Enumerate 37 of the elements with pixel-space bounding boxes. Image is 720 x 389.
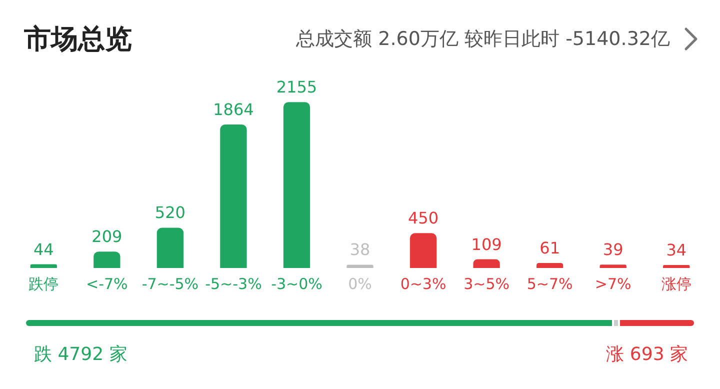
bar — [94, 252, 120, 268]
x-tick-label: 0% — [348, 274, 372, 293]
data-label: 209 — [92, 227, 122, 246]
text: 涨 693 家 — [606, 343, 688, 366]
bar — [536, 262, 564, 268]
data-label: 109 — [471, 234, 502, 254]
bar — [410, 233, 437, 268]
data-label: 39 — [602, 240, 624, 260]
data-label: 450 — [408, 208, 439, 228]
data-label: 44 — [33, 240, 54, 259]
bar — [346, 264, 374, 268]
bar — [156, 228, 184, 268]
x-tick-label: -5~-3% — [205, 274, 262, 293]
chart-title: 市场总览 — [24, 23, 132, 57]
x-tick-label: 跌停 — [28, 274, 59, 293]
bar — [283, 102, 310, 268]
data-label: 2155 — [276, 78, 318, 97]
x-tick-label: 0~3% — [400, 274, 446, 293]
bar — [30, 264, 57, 268]
x-tick-label: >7% — [594, 274, 632, 293]
bar — [220, 124, 247, 268]
bar — [663, 265, 690, 268]
chart-subtitle: 总成交额 2.60万亿 较昨日此时 -5140.32亿 — [296, 27, 670, 52]
x-tick-label: <-7% — [86, 274, 128, 293]
data-label: 61 — [540, 238, 560, 258]
bar — [600, 264, 626, 268]
text: 跌 4792 家 — [34, 343, 128, 366]
data-label: 34 — [666, 240, 687, 260]
x-tick-label: -7~-5% — [142, 274, 199, 293]
x-tick-label: 3~5% — [464, 274, 510, 293]
x-tick-label: -3~0% — [271, 274, 322, 293]
data-label: 520 — [154, 203, 186, 222]
bar — [473, 259, 500, 268]
data-label: 1864 — [213, 100, 254, 119]
x-tick-label: 5~7% — [526, 274, 573, 293]
data-label: 38 — [350, 240, 370, 260]
x-tick-label: 涨停 — [661, 274, 692, 293]
